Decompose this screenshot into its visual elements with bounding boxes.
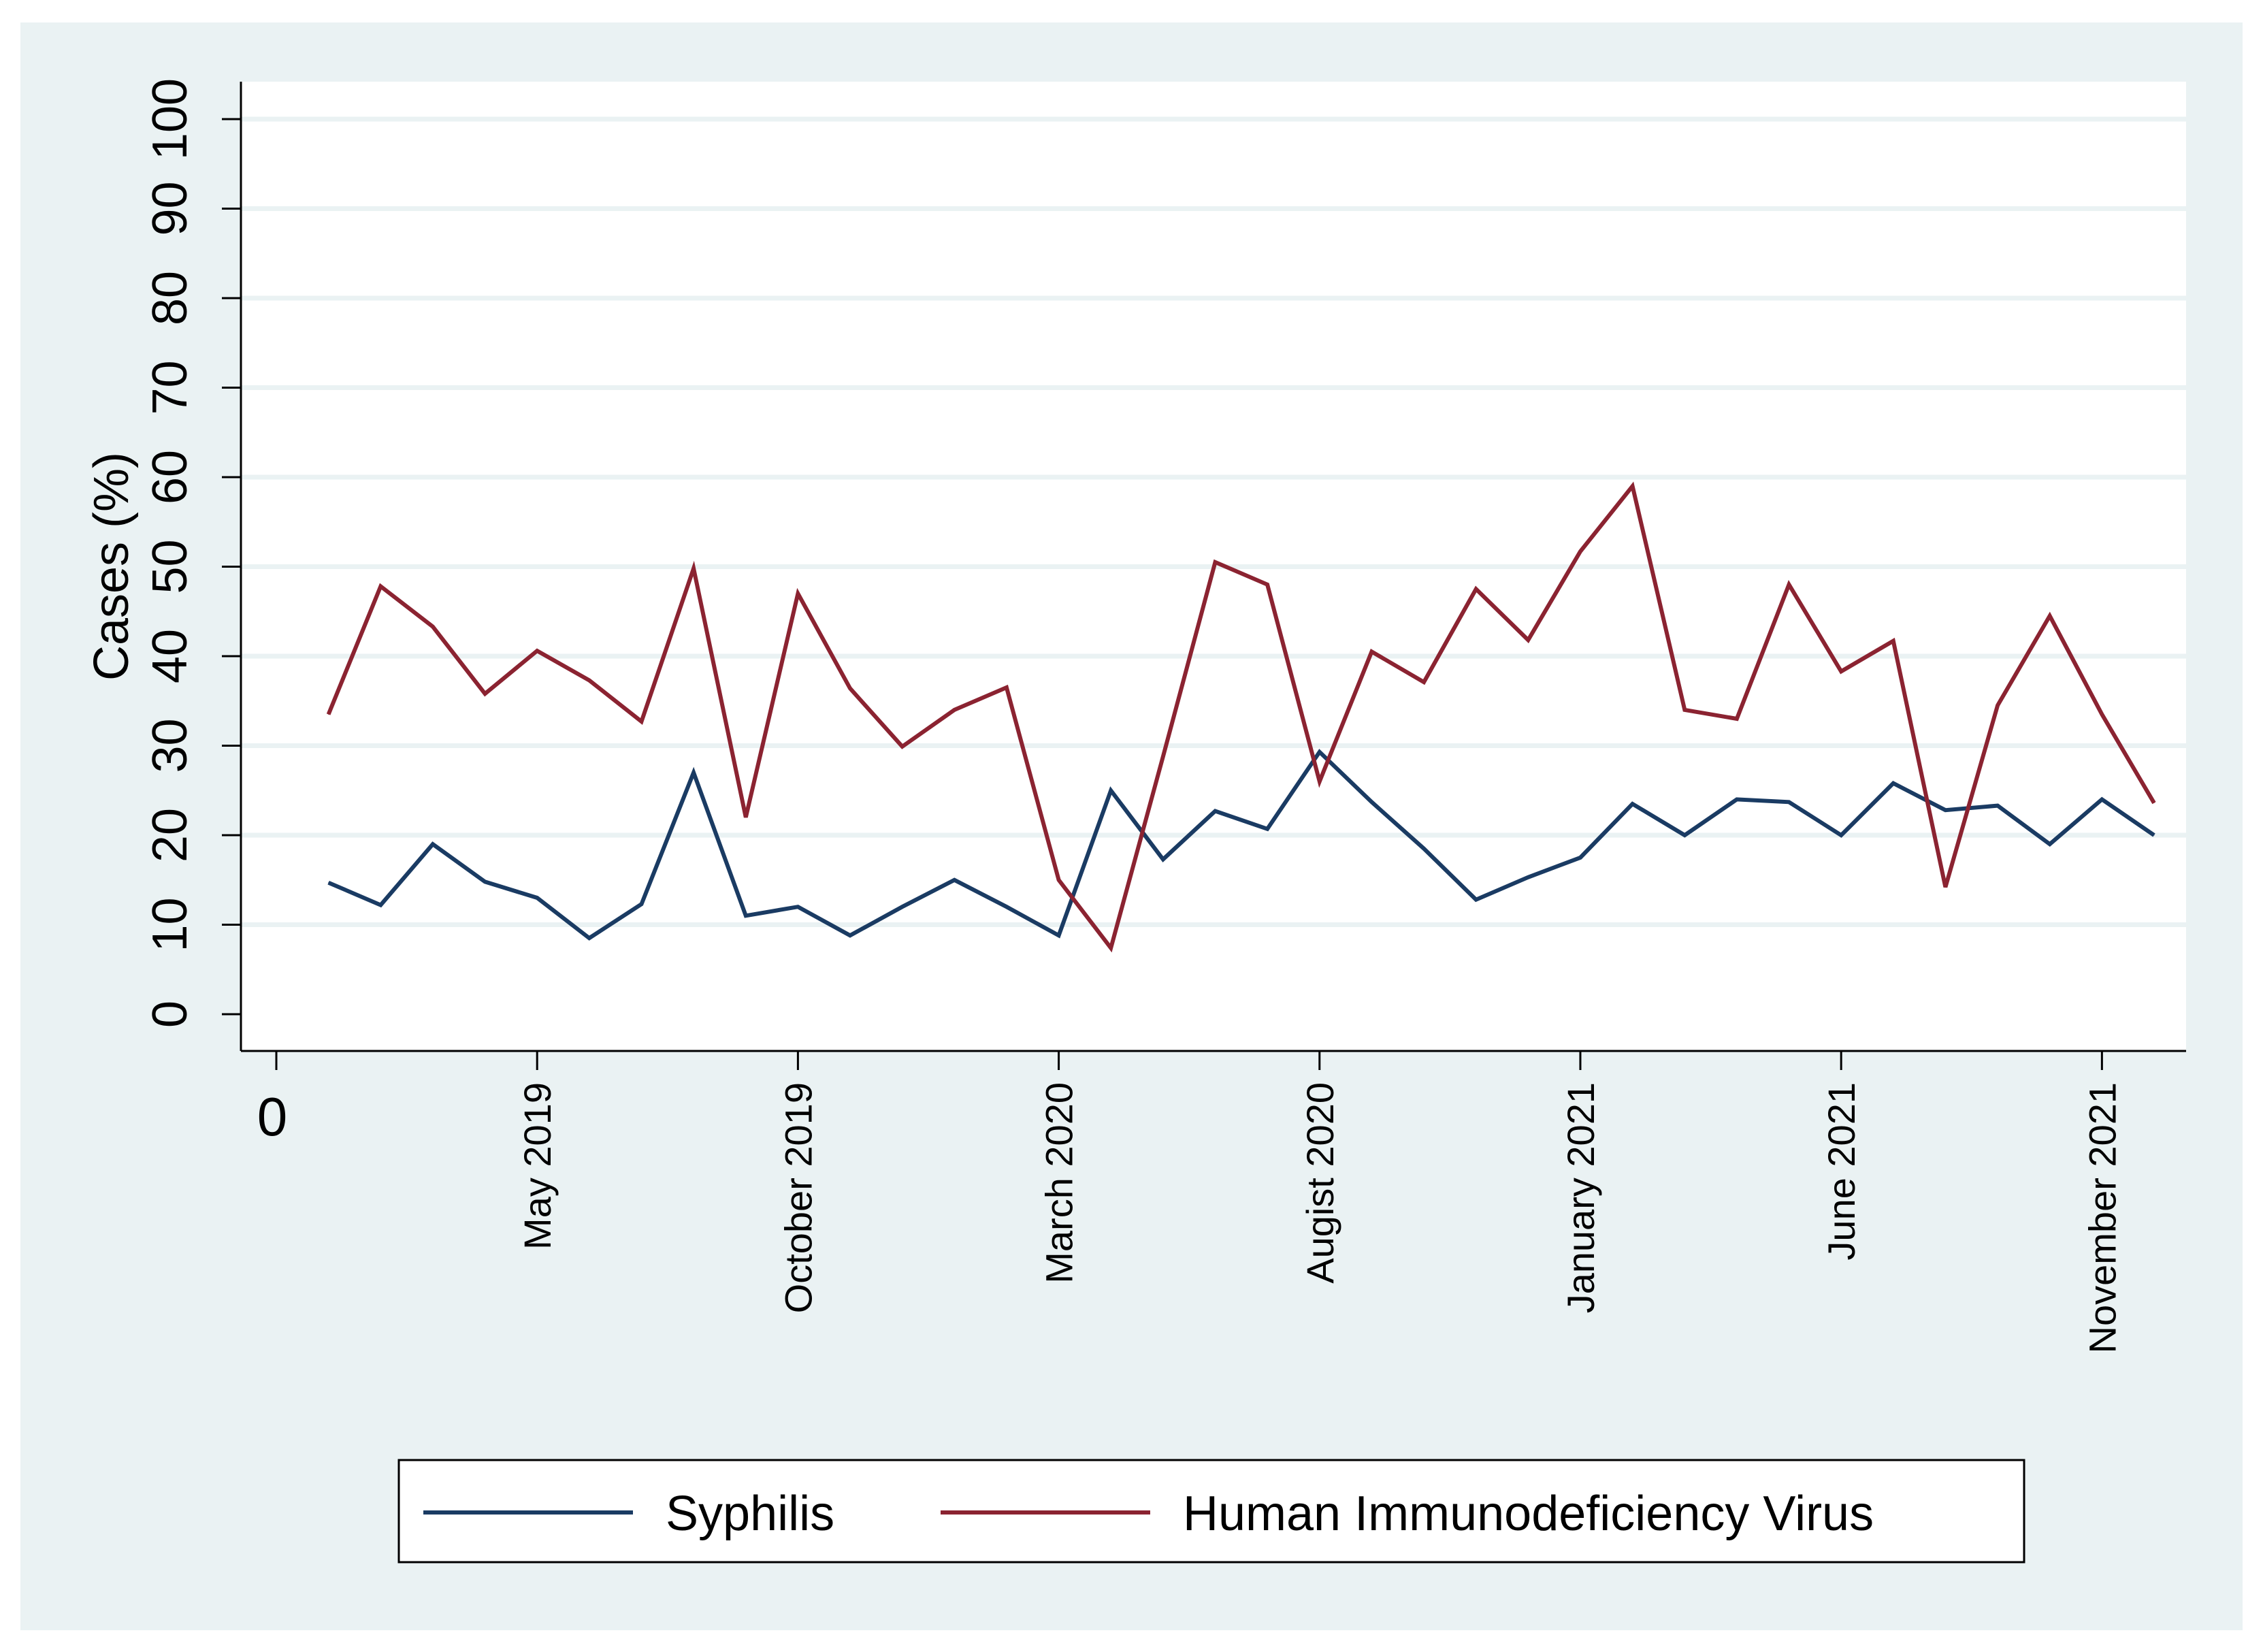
series-0-point-26	[1684, 835, 1685, 836]
legend-box	[397, 1459, 2025, 1564]
axes: 0 10 20 30 40 50 60 70 80 90 100 0 May 2019 October 2…	[143, 78, 2186, 1353]
series-1-point-12	[954, 709, 955, 711]
legend-label-syphilis: Syphilis	[666, 1487, 834, 1541]
series-0-point-27	[1736, 798, 1738, 800]
y-tick-label-80: 80	[143, 271, 197, 325]
series-1-point-29	[1840, 670, 1842, 672]
series-0-point-2	[432, 843, 434, 845]
series-1-point-26	[1684, 709, 1685, 711]
series-0-point-19	[1319, 751, 1320, 753]
series-0-point-20	[1371, 801, 1372, 803]
series-1-point-20	[1371, 651, 1372, 652]
y-tick-label-30: 30	[143, 718, 197, 773]
series-0-point-10	[849, 935, 851, 936]
series-0-point-12	[954, 879, 955, 881]
y-axis-label: Cases (%)	[84, 452, 139, 681]
series-0-point-35	[2153, 835, 2155, 836]
y-tick-label-10: 10	[143, 897, 197, 952]
x-tick-label-0: 0	[257, 1086, 288, 1147]
series-1-point-31	[1944, 886, 1946, 888]
series-1-point-13	[1006, 687, 1007, 688]
y-tick-label-60: 60	[143, 450, 197, 504]
series-0-point-18	[1267, 828, 1268, 830]
series-1-point-18	[1267, 584, 1268, 585]
x-tick-label-3: March 2020	[1038, 1082, 1081, 1284]
series-1-point-10	[849, 687, 851, 689]
series-1-point-25	[1632, 485, 1633, 487]
y-tick-label-50: 50	[143, 539, 197, 594]
series-0-point-6	[640, 903, 642, 905]
y-tick-label-70: 70	[143, 360, 197, 415]
legend-label-hiv: Human Immunodeficiency Virus	[1183, 1487, 1874, 1541]
series-1-point-1	[380, 585, 381, 587]
series-1-point-33	[2049, 615, 2051, 617]
legend: Syphilis Human Immunodeficiency Virus	[397, 1459, 2025, 1564]
x-tick-label-1: May 2019	[516, 1082, 559, 1250]
x-tick-label-6: June 2021	[1820, 1082, 1863, 1261]
series-0-point-33	[2049, 843, 2051, 845]
y-tick-label-20: 20	[143, 808, 197, 862]
series-1-point-6	[640, 721, 642, 722]
y-tick-label-90: 90	[143, 181, 197, 236]
x-tick-label-2: October 2019	[777, 1082, 819, 1313]
x-tick-label-7: November 2021	[2081, 1082, 2123, 1353]
y-tick-label-40: 40	[143, 629, 197, 683]
series-1-point-0	[328, 713, 329, 715]
series-1-point-2	[432, 626, 434, 628]
series-1-point-23	[1527, 639, 1529, 641]
series-1-point-16	[1162, 756, 1164, 757]
series-0-point-16	[1162, 859, 1164, 860]
series-0-point-14	[1058, 935, 1060, 936]
series-0-point-29	[1840, 835, 1842, 836]
y-tick-label-0: 0	[143, 1001, 197, 1028]
x-tick-label-5: January 2021	[1559, 1082, 1602, 1313]
series-0-point-0	[328, 882, 329, 884]
series-0-point-31	[1944, 809, 1946, 811]
x-tick-label-4: Augist 2020	[1299, 1082, 1341, 1284]
series-1-point-14	[1058, 879, 1060, 881]
series-1-point-19	[1319, 781, 1320, 782]
series-0-point-25	[1632, 803, 1633, 805]
series-line-0	[327, 749, 2155, 941]
y-tick-label-100: 100	[143, 78, 197, 160]
data-series	[326, 481, 2156, 953]
gridlines	[241, 116, 2186, 927]
series-line-1	[326, 481, 2156, 953]
